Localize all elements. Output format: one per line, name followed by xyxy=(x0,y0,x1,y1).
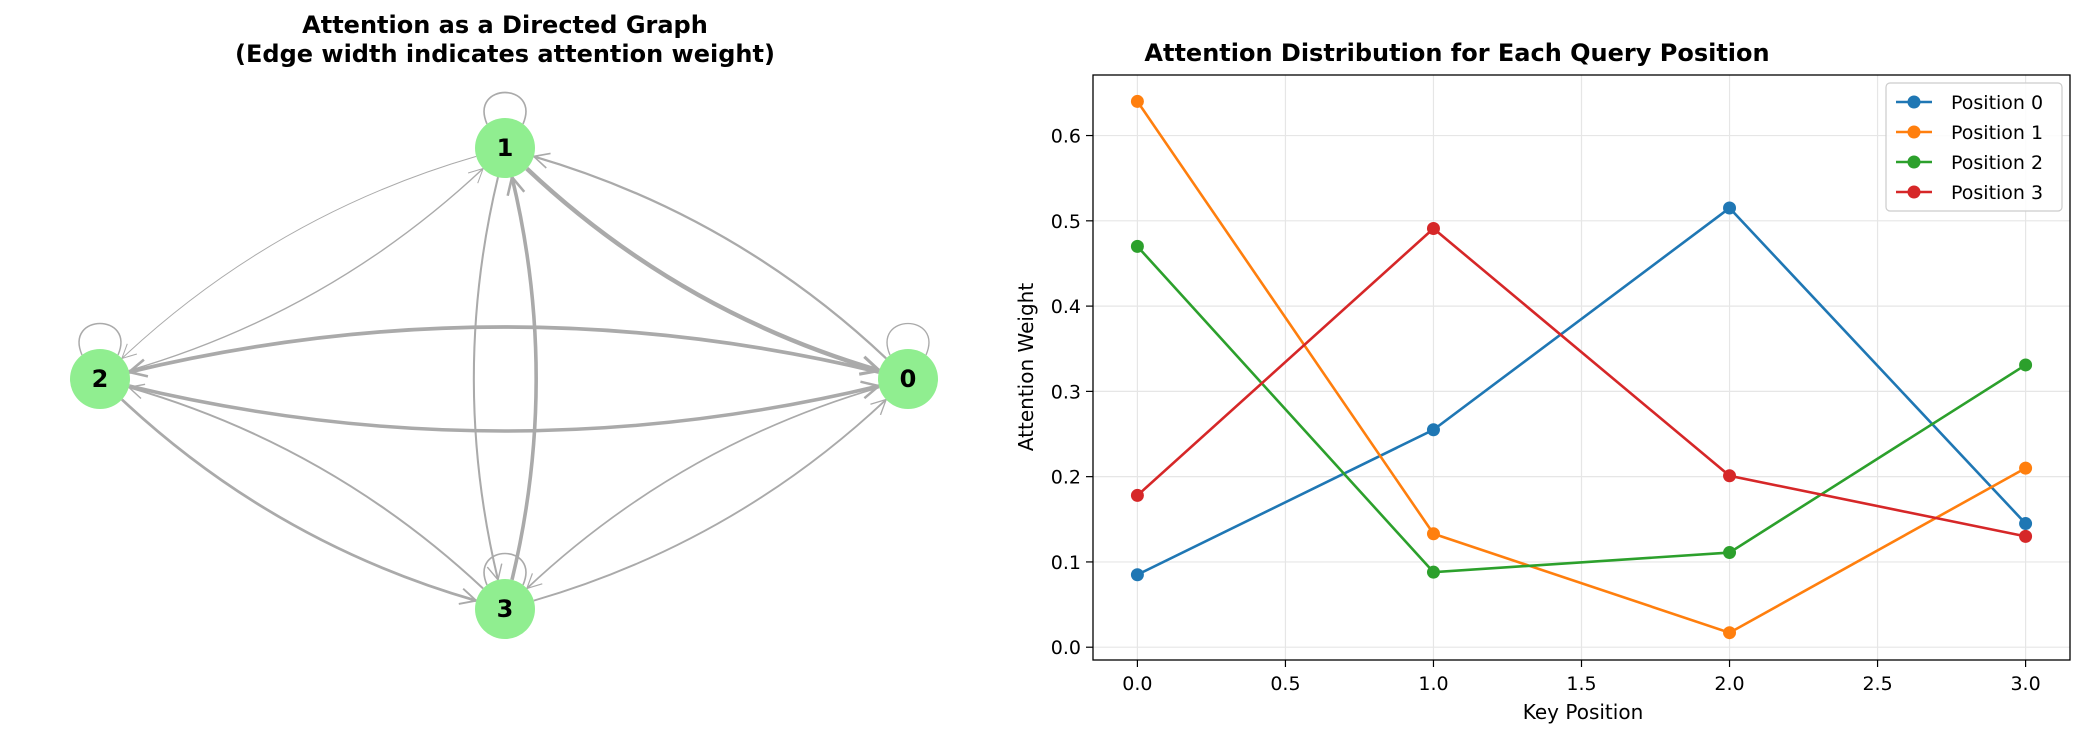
series-3-point-2 xyxy=(1723,469,1737,483)
line-chart: Attention Distribution for Each Query Po… xyxy=(1014,39,2071,724)
legend-label-3: Position 3 xyxy=(1951,182,2043,204)
x-tick-label-5: 2.5 xyxy=(1862,673,1892,695)
chart-legend: Position 0 Position 1 Position 2 Position 3 xyxy=(1885,82,2063,212)
graph-node-1: 1 xyxy=(475,118,535,178)
y-tick-label-3: 0.3 xyxy=(1051,381,1081,403)
edge-3-to-0 xyxy=(533,398,887,602)
graph-node-2-circle xyxy=(70,349,130,409)
series-1-line xyxy=(1136,100,2027,635)
y-tick-label-4: 0.4 xyxy=(1051,296,1081,318)
chart-title: Attention Distribution for Each Query Po… xyxy=(1144,39,1769,67)
graph-node-3-label: 3 xyxy=(497,595,514,623)
x-tick-label-4: 2.0 xyxy=(1714,673,1744,695)
x-tick-label-2: 1.0 xyxy=(1418,673,1448,695)
legend-item-3: Position 3 xyxy=(1896,182,2043,204)
edge-2-to-3 xyxy=(120,398,477,602)
graph-node-2: 2 xyxy=(70,349,130,409)
edge-0-to-0 xyxy=(886,323,930,356)
series-2-point-1 xyxy=(1426,565,1440,579)
legend-item-1: Position 1 xyxy=(1896,122,2043,144)
graph-nodes: 0 1 2 3 xyxy=(70,118,938,639)
x-tick-label-6: 3.0 xyxy=(2010,673,2040,695)
edge-3-to-2-arrowhead xyxy=(127,383,146,400)
legend-item-0: Position 0 xyxy=(1896,92,2043,114)
series-3-point-3 xyxy=(2019,529,2033,543)
legend-marker-3 xyxy=(1907,185,1921,199)
edge-0-to-2-arrowhead xyxy=(126,358,149,378)
series-1-point-0 xyxy=(1130,94,1144,108)
legend-label-1: Position 1 xyxy=(1951,122,2043,144)
y-tick-label-2: 0.2 xyxy=(1051,467,1081,489)
graph-panel: Attention as a Directed Graph (Edge widt… xyxy=(70,11,938,639)
y-tick-label-0: 0.0 xyxy=(1051,637,1081,659)
legend-item-2: Position 2 xyxy=(1896,152,2043,174)
edge-1-to-1 xyxy=(483,91,527,125)
edge-3-to-3 xyxy=(483,552,527,586)
graph-node-1-label: 1 xyxy=(497,134,514,162)
y-tick-label-1: 0.1 xyxy=(1051,552,1081,574)
series-1-point-3 xyxy=(2019,461,2033,475)
legend-marker-2 xyxy=(1907,155,1921,169)
edge-3-to-1 xyxy=(510,176,538,581)
edge-1-to-3-arrowhead xyxy=(486,563,503,582)
graph-title-line-2: (Edge width indicates attention weight) xyxy=(235,40,775,68)
edge-3-to-1-arrowhead xyxy=(506,174,526,197)
series-3-point-0 xyxy=(1130,488,1144,502)
edge-2-to-3-arrowhead xyxy=(458,588,479,605)
edge-2-to-1 xyxy=(128,168,484,372)
series-0-point-0 xyxy=(1130,568,1144,582)
series-0-point-1 xyxy=(1426,423,1440,437)
series-1-point-2 xyxy=(1723,626,1737,640)
x-tick-label-1: 0.5 xyxy=(1270,673,1300,695)
legend-label-2: Position 2 xyxy=(1951,152,2043,174)
edge-0-to-3 xyxy=(526,386,880,590)
edge-2-to-2 xyxy=(78,322,122,356)
edge-2-to-0-arrowhead xyxy=(860,380,882,400)
legend-marker-0 xyxy=(1907,95,1921,109)
series-0-point-2 xyxy=(1723,201,1737,215)
chart-series xyxy=(1130,94,2033,640)
graph-node-2-label: 2 xyxy=(92,365,109,393)
legend-label-0: Position 0 xyxy=(1951,92,2043,114)
graph-node-0: 0 xyxy=(878,349,938,409)
graph-node-0-label: 0 xyxy=(900,365,917,393)
y-tick-label-6: 0.6 xyxy=(1051,126,1081,148)
graph-node-3: 3 xyxy=(475,579,535,639)
graph-node-1-circle xyxy=(475,118,535,178)
y-tick-label-5: 0.5 xyxy=(1051,211,1081,233)
chart-axes: 0.0 0.5 1.0 1.5 2.0 2.5 3.0 0.0 0.1 0.2 0.3 0.4 0.5 0… xyxy=(1051,74,2071,695)
graph-node-0-circle xyxy=(878,349,938,409)
edge-2-to-0 xyxy=(128,384,880,433)
series-2-point-0 xyxy=(1130,239,1144,253)
series-2-line xyxy=(1136,245,2027,574)
series-2-point-2 xyxy=(1723,546,1737,560)
graph-edges xyxy=(78,91,930,605)
series-0-point-3 xyxy=(2019,517,2033,531)
legend-box xyxy=(1885,82,2063,212)
edge-3-to-2 xyxy=(128,386,484,590)
edge-0-to-2 xyxy=(128,325,880,374)
series-0-line xyxy=(1136,206,2027,576)
edge-1-to-2 xyxy=(121,155,477,359)
x-axis-label: Key Position xyxy=(1523,700,1644,724)
edge-1-to-3 xyxy=(472,176,499,581)
series-3-line xyxy=(1136,226,2026,538)
x-tick-label-3: 1.5 xyxy=(1566,673,1596,695)
series-3-point-1 xyxy=(1426,221,1440,235)
graph-title-line-1: Attention as a Directed Graph xyxy=(302,11,708,39)
graph-node-3-circle xyxy=(475,579,535,639)
series-2-point-3 xyxy=(2019,358,2033,372)
series-1-point-1 xyxy=(1426,527,1440,541)
edge-0-to-1 xyxy=(533,155,887,360)
legend-marker-1 xyxy=(1907,125,1921,139)
x-tick-label-0: 0.0 xyxy=(1122,673,1152,695)
edge-1-to-0 xyxy=(525,166,880,373)
y-axis-label: Attention Weight xyxy=(1014,283,1038,451)
